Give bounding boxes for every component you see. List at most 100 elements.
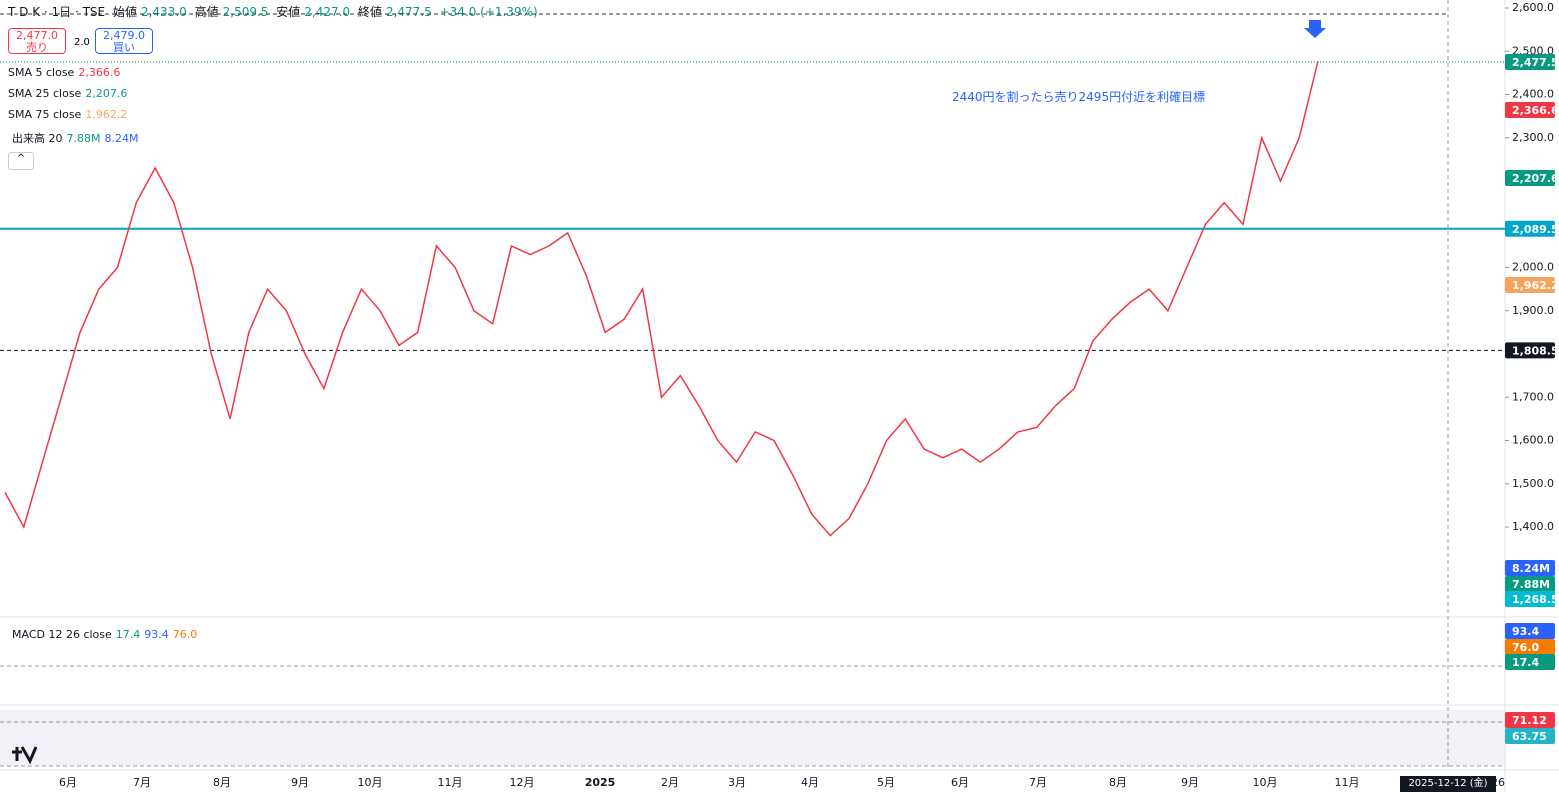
time-label: 8月	[1109, 776, 1127, 789]
value-badge: 63.75	[1512, 730, 1547, 743]
time-label: 5月	[877, 776, 895, 789]
value-badge-bg	[1505, 102, 1555, 118]
time-label: 11月	[438, 776, 463, 789]
macd-name: MACD 12 26 close	[12, 628, 112, 641]
value-badge-bg	[1505, 560, 1555, 576]
price-label: 2,300.0	[1512, 131, 1554, 144]
value-badge: 17.4	[1512, 656, 1539, 669]
value-badge: 1,962.2	[1512, 279, 1559, 292]
time-label: 10月	[1253, 776, 1278, 789]
time-label: 6月	[951, 776, 969, 789]
level-badge-bg	[1505, 342, 1555, 359]
value-badge-bg	[1505, 591, 1555, 607]
low-label: 安値	[276, 5, 301, 19]
value-badge-bg	[1505, 277, 1555, 293]
level-badge: 1,808.5	[1512, 344, 1559, 357]
time-label: 2月	[661, 776, 679, 789]
time-label: 3月	[728, 776, 746, 789]
price-label: 2,600.0	[1512, 1, 1554, 14]
time-label: 12月	[510, 776, 535, 789]
value-badge-bg	[1505, 623, 1555, 639]
sell-button[interactable]: 2,477.0 売り	[8, 28, 66, 54]
arrow-icon	[1304, 20, 1326, 38]
time-label: 2025	[585, 776, 616, 789]
price-label: 2,500.0	[1512, 44, 1554, 57]
rsi-v0: 71.12	[83, 717, 115, 730]
indicator-value: 2,207.6	[85, 87, 128, 100]
time-label: 9月	[1181, 776, 1199, 789]
price-label: 2,400.0	[1512, 88, 1554, 101]
value-badge: 76.0	[1512, 641, 1539, 654]
rsi-v1: 63.75	[118, 717, 151, 730]
macd-v2: 76.0	[172, 628, 198, 641]
macd-v0: 17.4	[115, 628, 141, 641]
spread: 2.0	[74, 37, 90, 48]
price-label: 1,700.0	[1512, 390, 1554, 403]
indicator-name: SMA 5 close	[8, 66, 75, 79]
open-label: 始値	[112, 5, 137, 19]
value-badge-bg	[1505, 654, 1555, 670]
change: +34.0 (+1.39%)	[439, 5, 538, 19]
time-label: 7月	[1029, 776, 1047, 789]
price-label: 1,900.0	[1512, 304, 1554, 317]
rsi-name: RSI 14 close	[12, 717, 80, 730]
price-label: 1,400.0	[1512, 520, 1554, 533]
price-label: 1,600.0	[1512, 434, 1554, 447]
value-badge: 8.24M	[1512, 562, 1550, 575]
close-label: 終値	[357, 5, 382, 19]
rsi-band	[0, 710, 1505, 766]
level-badge: 2,089.5	[1512, 223, 1559, 236]
volume-name: 出来高 20	[12, 132, 63, 145]
low: 2,427.0	[304, 5, 351, 19]
value-badge-bg	[1505, 728, 1555, 744]
time-label: 10月	[358, 776, 383, 789]
time-label: 4月	[801, 776, 819, 789]
time-label: 8月	[213, 776, 231, 789]
volume-v2: 8.24M	[104, 132, 139, 145]
value-badge-bg	[1505, 170, 1555, 186]
value-badge: 2,366.6	[1512, 104, 1559, 117]
price-label: 2,000.0	[1512, 261, 1554, 274]
indicator-name: SMA 25 close	[8, 87, 82, 100]
value-badge: 1,268.5	[1512, 593, 1559, 606]
indicator-legend: SMA 5 close 2,366.6	[8, 66, 120, 79]
price-line	[4, 60, 1319, 537]
value-badge: 2,207.6	[1512, 172, 1559, 185]
value-badge: 71.12	[1512, 714, 1547, 727]
buy-price: 2,479.0	[103, 29, 145, 42]
rsi-legend: RSI 14 close 71.12 63.75	[8, 717, 150, 730]
macd-v1: 93.4	[144, 628, 169, 641]
buy-button[interactable]: 2,479.0 買い	[95, 28, 153, 54]
level-badge-bg	[1505, 220, 1555, 237]
value-badge-bg	[1505, 639, 1555, 655]
indicator-value: 2,366.6	[78, 66, 121, 79]
high-label: 高値	[194, 5, 219, 19]
buy-label: 買い	[113, 41, 135, 54]
date-badge: 2025-12-12 (金)	[1400, 776, 1496, 792]
price-label: 1,500.0	[1512, 477, 1554, 490]
time-label: 6月	[59, 776, 77, 789]
value-badge: 93.4	[1512, 625, 1539, 638]
value-badge: 7.88M	[1512, 578, 1550, 591]
sell-label: 売り	[26, 41, 48, 54]
time-label: 9月	[291, 776, 309, 789]
value-badge-bg	[1505, 576, 1555, 592]
macd-legend: MACD 12 26 close 17.4 93.4 76.0	[8, 628, 197, 641]
volume-v1: 7.88M	[66, 132, 101, 145]
logo	[12, 746, 38, 765]
high: 2,509.5	[222, 5, 269, 19]
indicator-name: SMA 75 close	[8, 108, 82, 121]
indicator-legend: SMA 75 close 1,962.2	[8, 108, 127, 121]
value-badge-bg	[1505, 712, 1555, 728]
collapse-button[interactable]: ^	[8, 152, 34, 170]
sell-price: 2,477.0	[16, 29, 58, 42]
annotation: 2440円を割ったら売り2495円付近を利確目標	[952, 90, 1206, 104]
time-label: 7月	[133, 776, 151, 789]
symbol[interactable]: T D K · 1日 · TSE	[8, 5, 106, 19]
time-label: 11月	[1335, 776, 1360, 789]
volume-legend: 出来高 20 7.88M 8.24M	[8, 130, 138, 146]
value-badge-bg	[1505, 54, 1555, 70]
value-badge: 2,477.5	[1512, 56, 1559, 69]
